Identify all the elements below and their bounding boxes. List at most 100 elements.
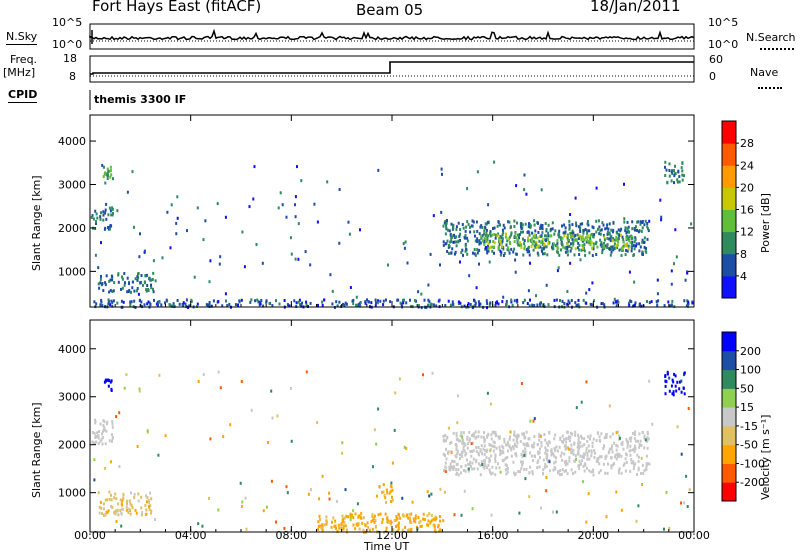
velocity-cell bbox=[476, 467, 479, 471]
velocity-scatter-cell bbox=[405, 446, 408, 450]
velocity-ytick-label: 2000 bbox=[58, 439, 86, 452]
power-cell bbox=[671, 299, 674, 303]
power-cell bbox=[131, 286, 134, 290]
power-cell bbox=[139, 281, 142, 285]
power-cell bbox=[450, 234, 453, 238]
power-scatter-cell bbox=[297, 257, 300, 261]
velocity-scatter-cell bbox=[471, 507, 474, 511]
power-cell bbox=[420, 306, 423, 310]
velocity-cell bbox=[318, 514, 321, 518]
velocity-cell bbox=[497, 435, 500, 439]
power-cell bbox=[494, 236, 497, 240]
power-cell bbox=[143, 280, 146, 284]
power-scatter-cell bbox=[338, 241, 341, 245]
power-colorbar-tick-label: 20 bbox=[740, 181, 754, 194]
velocity-cell bbox=[320, 526, 323, 530]
velocity-scatter-cell bbox=[286, 491, 289, 495]
velocity-cell bbox=[549, 469, 552, 473]
power-scatter-cell bbox=[248, 205, 251, 209]
power-cell bbox=[668, 174, 671, 178]
power-scatter-cell bbox=[377, 168, 380, 172]
velocity-cell bbox=[358, 527, 361, 531]
velocity-cell bbox=[115, 497, 118, 501]
power-cell bbox=[442, 240, 445, 244]
power-cell bbox=[342, 302, 344, 306]
power-cell bbox=[627, 229, 630, 233]
power-cell bbox=[581, 246, 584, 250]
velocity-scatter-cell bbox=[202, 372, 205, 376]
velocity-cell bbox=[533, 435, 536, 438]
power-cell bbox=[96, 216, 99, 220]
velocity-scatter-cell bbox=[533, 417, 536, 421]
velocity-cell bbox=[600, 455, 603, 459]
velocity-colorbar-tick-label: 200 bbox=[740, 345, 761, 358]
power-cell bbox=[99, 277, 102, 281]
velocity-cell bbox=[680, 379, 683, 383]
power-scatter-cell bbox=[514, 270, 517, 274]
velocity-scatter-cell bbox=[115, 520, 118, 523]
velocity-cell bbox=[604, 471, 607, 475]
power-colorbar-tick-label: 16 bbox=[740, 204, 754, 217]
power-cell bbox=[117, 273, 120, 277]
velocity-cell bbox=[111, 437, 114, 441]
power-scatter-cell bbox=[176, 216, 179, 220]
velocity-scatter-cell bbox=[262, 509, 265, 513]
velocity-cell bbox=[107, 384, 110, 388]
velocity-cell bbox=[555, 456, 557, 460]
velocity-cell bbox=[626, 445, 629, 449]
power-cell bbox=[469, 230, 472, 234]
power-scatter-cell bbox=[429, 252, 432, 256]
power-cell bbox=[604, 244, 607, 248]
velocity-scatter-cell bbox=[316, 421, 319, 425]
power-scatter-cell bbox=[499, 234, 502, 238]
power-cell bbox=[620, 233, 622, 237]
velocity-cell bbox=[101, 432, 103, 436]
velocity-scatter-cell bbox=[270, 389, 273, 393]
power-cell bbox=[459, 228, 462, 232]
velocity-cell bbox=[483, 431, 485, 435]
velocity-cell bbox=[342, 527, 345, 531]
velocity-cell bbox=[632, 448, 635, 452]
power-cell bbox=[357, 303, 360, 307]
velocity-scatter-cell bbox=[276, 414, 279, 418]
velocity-scatter-cell bbox=[426, 490, 429, 494]
velocity-cell bbox=[666, 370, 669, 374]
velocity-cell bbox=[591, 445, 594, 448]
velocity-cell bbox=[538, 438, 541, 442]
velocity-cell bbox=[121, 499, 124, 503]
velocity-cell bbox=[571, 472, 574, 475]
velocity-cell bbox=[102, 424, 105, 427]
velocity-scatter-cell bbox=[352, 509, 355, 513]
power-cell bbox=[669, 304, 671, 308]
power-cell bbox=[585, 301, 588, 305]
velocity-cell bbox=[494, 431, 497, 434]
power-cell bbox=[510, 231, 513, 235]
velocity-cell bbox=[672, 390, 675, 394]
nsky-panel-frame bbox=[89, 23, 695, 50]
power-cell bbox=[640, 229, 643, 233]
power-cell bbox=[444, 232, 447, 236]
velocity-cell bbox=[418, 521, 421, 525]
velocity-cell bbox=[586, 451, 589, 455]
power-cell bbox=[617, 228, 620, 232]
velocity-cell bbox=[110, 493, 112, 497]
power-cell bbox=[145, 273, 148, 277]
power-cell bbox=[585, 240, 588, 244]
velocity-scatter-cell bbox=[356, 502, 359, 506]
velocity-cell bbox=[490, 433, 493, 437]
velocity-cell bbox=[539, 456, 541, 460]
power-scatter-cell bbox=[585, 291, 588, 295]
velocity-cell bbox=[585, 447, 588, 450]
velocity-cell bbox=[120, 512, 123, 516]
power-scatter-cell bbox=[427, 283, 430, 287]
power-cell bbox=[579, 228, 581, 232]
velocity-cell bbox=[354, 527, 357, 531]
velocity-cell bbox=[633, 464, 636, 468]
power-cell bbox=[237, 303, 239, 307]
power-cell bbox=[496, 300, 499, 304]
power-cell bbox=[556, 242, 559, 246]
velocity-cell bbox=[398, 513, 401, 517]
power-cell bbox=[635, 242, 638, 246]
power-cell bbox=[550, 234, 553, 238]
velocity-cell bbox=[137, 499, 140, 503]
